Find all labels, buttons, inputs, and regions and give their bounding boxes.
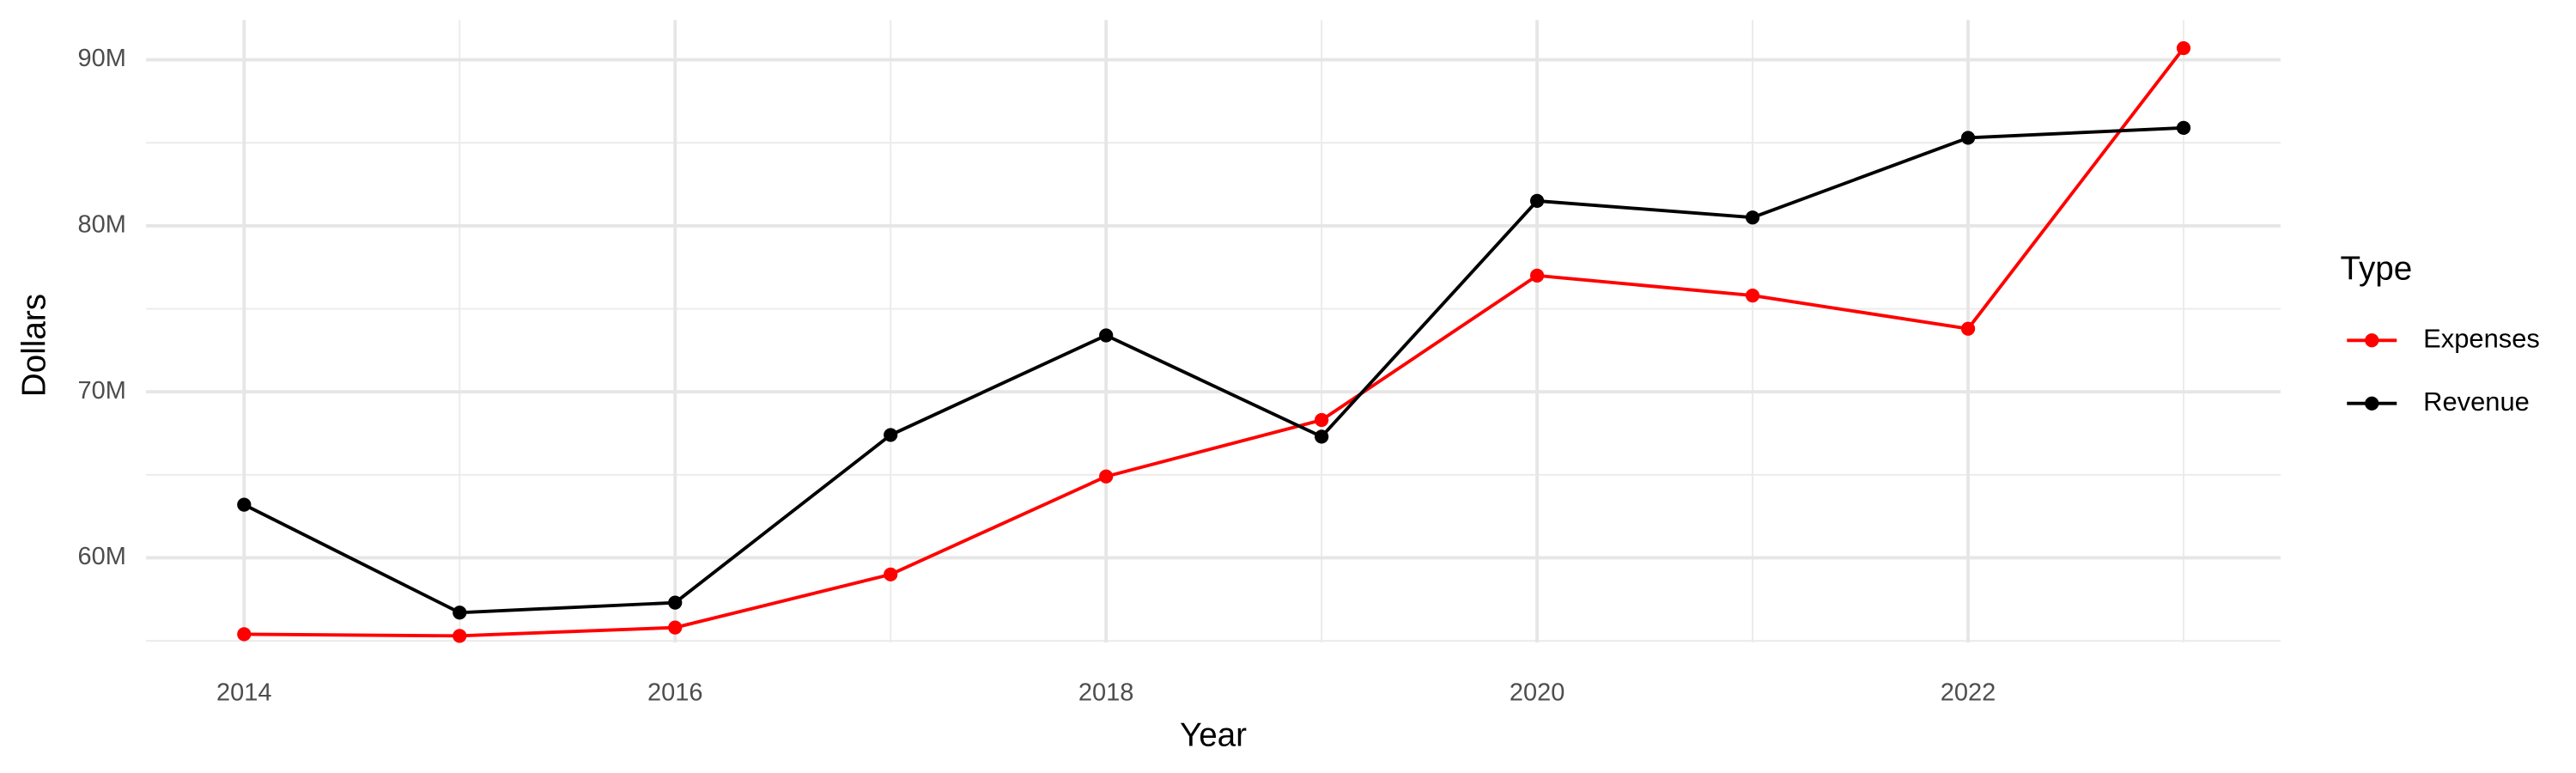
- data-point: [668, 620, 683, 635]
- data-point: [668, 595, 683, 610]
- data-point: [1529, 193, 1545, 209]
- x-tick-label: 2022: [1941, 679, 1996, 707]
- data-point: [1960, 321, 1976, 336]
- y-tick-label: 90M: [78, 45, 126, 72]
- grid: [146, 20, 2281, 643]
- data-point: [1960, 131, 1976, 145]
- data-point: [1099, 328, 1114, 343]
- series-line: [244, 46, 2185, 638]
- data-point: [1745, 288, 1760, 303]
- y-tick-label: 70M: [78, 377, 126, 405]
- plot-lines: [237, 40, 2191, 643]
- series-line: [243, 125, 2184, 615]
- x-tick-label: 2020: [1510, 679, 1564, 707]
- data-point: [237, 627, 252, 642]
- x-tick-label: 2014: [216, 679, 271, 707]
- x-axis-title: Year: [1180, 716, 1247, 753]
- x-tick-label: 2016: [647, 679, 702, 707]
- legend-swatch-point: [2365, 333, 2379, 348]
- data-point: [884, 567, 898, 581]
- data-point: [884, 428, 898, 442]
- data-point: [453, 629, 467, 643]
- data-point: [1315, 429, 1329, 444]
- y-tick-label: 60M: [78, 543, 126, 570]
- legend-label: Revenue: [2423, 386, 2530, 417]
- data-point: [453, 606, 467, 620]
- data-point: [2176, 40, 2191, 56]
- data-point: [2176, 120, 2191, 135]
- legend: Expenses Revenue: [2347, 323, 2540, 417]
- legend-swatch-point: [2365, 396, 2379, 411]
- x-tick-label: 2018: [1078, 679, 1133, 707]
- data-point: [1099, 469, 1114, 484]
- legend-title: Type: [2341, 250, 2413, 287]
- y-tick-label: 80M: [78, 211, 126, 239]
- legend-label: Expenses: [2423, 323, 2540, 353]
- data-point: [1745, 210, 1760, 225]
- data-point: [1315, 412, 1329, 428]
- data-point: [1529, 268, 1545, 283]
- data-point: [237, 497, 252, 512]
- y-axis-title: Dollars: [16, 294, 53, 397]
